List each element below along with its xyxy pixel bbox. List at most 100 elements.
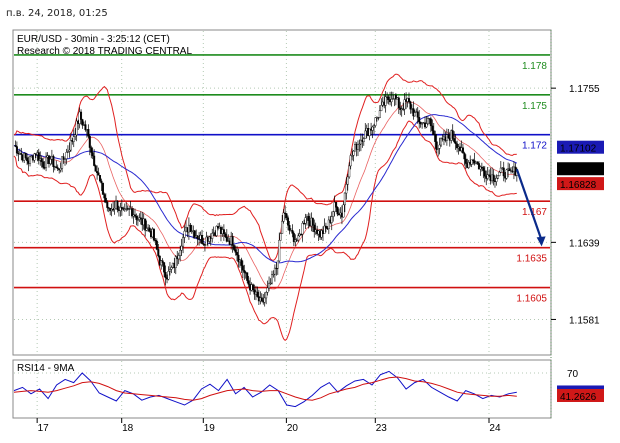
candle-body — [272, 273, 275, 276]
candle-body — [279, 233, 282, 241]
candle-body — [434, 134, 437, 142]
candle-body — [29, 156, 32, 164]
candle-body — [359, 139, 362, 145]
candle-body — [59, 168, 62, 171]
x-tick-label: 23 — [376, 423, 388, 434]
candle-body — [168, 269, 171, 272]
levels-layer: 1.178 1.175 1.172 1.167 1.1635 1.1605 — [14, 54, 550, 305]
candle-body — [96, 171, 99, 174]
candle-body — [211, 233, 214, 239]
candle-body — [409, 101, 412, 110]
candle-body — [56, 167, 59, 169]
candle-body — [160, 260, 163, 266]
candle-body — [461, 147, 464, 154]
candle-body — [80, 111, 83, 120]
candle-body — [351, 155, 354, 157]
candle-body — [356, 143, 359, 150]
candle-body — [498, 172, 501, 177]
candle-body — [14, 145, 17, 147]
y-tick-label: 1.1581 — [569, 315, 600, 326]
candle-body — [269, 282, 272, 285]
forecast-arrow-shaft — [515, 168, 543, 241]
candle-body — [362, 138, 365, 142]
candle-body — [131, 208, 134, 217]
candle-body — [252, 284, 255, 291]
candle-body — [225, 236, 228, 242]
price-badge-label: 1.1694 — [560, 165, 591, 176]
candle-body — [75, 120, 78, 136]
candle-body — [496, 175, 499, 179]
candle-body — [499, 167, 502, 173]
candle-body — [447, 134, 450, 139]
candle-body — [304, 217, 307, 224]
candle-body — [61, 156, 64, 169]
candle-body — [72, 136, 75, 142]
candle-body — [435, 141, 438, 150]
candle-body — [144, 218, 147, 231]
candle-body — [387, 96, 390, 100]
candle-body — [243, 270, 246, 273]
candle-body — [120, 207, 123, 209]
rsi-badge-label: 41.2626 — [560, 392, 597, 403]
candle-body — [64, 158, 67, 160]
rsi-line — [13, 376, 517, 401]
candle-body — [161, 260, 164, 263]
rsi-tick-label: 70 — [567, 369, 579, 380]
candle-body — [241, 265, 244, 271]
candle-body — [429, 118, 432, 127]
candle-body — [222, 229, 225, 235]
grid-layer — [14, 31, 550, 417]
candle-body — [477, 163, 480, 170]
bollinger-upper — [13, 73, 517, 261]
candle-body — [278, 240, 281, 262]
candle-body — [90, 147, 93, 153]
bollinger-mid — [13, 101, 517, 290]
candle-body — [52, 155, 55, 167]
candle-body — [182, 237, 185, 247]
candle-body — [263, 297, 266, 303]
candle-body — [364, 130, 367, 139]
candle-body — [301, 222, 304, 235]
candle-body — [492, 174, 495, 182]
candle-body — [426, 118, 429, 124]
candle-body — [87, 129, 90, 137]
candle-body — [26, 157, 29, 162]
candle-body — [81, 119, 84, 126]
x-tick-label: 18 — [122, 423, 134, 434]
candle-body — [330, 216, 333, 223]
axis-labels: 17 18 19 20 23 24 1.1755 1.1639 1.1581 70 — [36, 84, 600, 434]
candle-body — [174, 256, 177, 269]
candle-body — [74, 134, 77, 138]
candle-body — [502, 167, 505, 177]
candle-body — [425, 123, 428, 128]
candle-body — [358, 143, 361, 146]
candle-body — [101, 182, 104, 195]
rsi-badge — [557, 388, 604, 402]
candle-body — [135, 216, 138, 220]
candle-body — [240, 259, 243, 266]
candle-body — [66, 151, 69, 153]
candle-body — [456, 143, 459, 149]
candle-body — [167, 271, 170, 280]
candle-body — [378, 110, 381, 118]
candle-body — [246, 272, 249, 281]
candle-body — [495, 178, 498, 182]
candle-body — [421, 123, 424, 125]
candle-body — [148, 227, 151, 232]
candle-body — [476, 161, 479, 164]
candle-body — [349, 155, 352, 167]
candle-body — [113, 207, 116, 210]
candle-body — [482, 167, 485, 171]
candle-body — [412, 108, 415, 117]
candle-body — [342, 204, 345, 218]
moving-average — [13, 114, 518, 264]
candle-body — [377, 117, 380, 119]
candle-body — [488, 174, 491, 176]
candle-body — [260, 297, 263, 301]
candle-body — [231, 236, 234, 246]
candle-body — [24, 153, 27, 158]
candlesticks — [14, 90, 518, 307]
candle-body — [42, 161, 45, 168]
candle-body — [15, 146, 18, 154]
